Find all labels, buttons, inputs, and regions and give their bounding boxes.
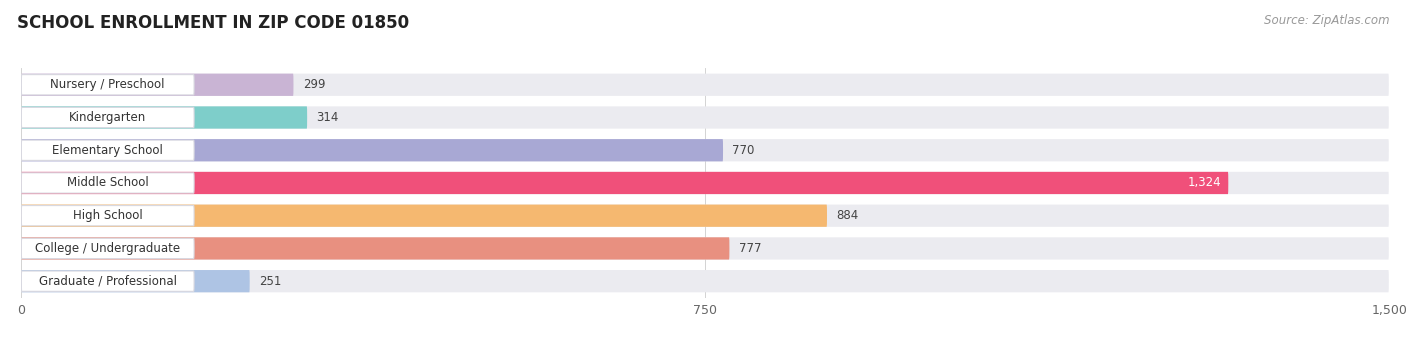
FancyBboxPatch shape	[21, 238, 194, 259]
Text: 251: 251	[259, 275, 281, 288]
Text: High School: High School	[73, 209, 142, 222]
Text: Elementary School: Elementary School	[52, 144, 163, 157]
FancyBboxPatch shape	[21, 206, 194, 226]
Text: 770: 770	[733, 144, 755, 157]
FancyBboxPatch shape	[21, 173, 194, 193]
Text: College / Undergraduate: College / Undergraduate	[35, 242, 180, 255]
Text: Source: ZipAtlas.com: Source: ZipAtlas.com	[1264, 14, 1389, 27]
FancyBboxPatch shape	[21, 172, 1229, 194]
FancyBboxPatch shape	[21, 205, 1389, 227]
Text: Middle School: Middle School	[67, 176, 149, 189]
Text: 299: 299	[302, 78, 325, 91]
FancyBboxPatch shape	[21, 237, 1389, 260]
FancyBboxPatch shape	[21, 107, 194, 128]
FancyBboxPatch shape	[21, 139, 1389, 161]
FancyBboxPatch shape	[21, 237, 730, 260]
Text: SCHOOL ENROLLMENT IN ZIP CODE 01850: SCHOOL ENROLLMENT IN ZIP CODE 01850	[17, 14, 409, 32]
Text: Kindergarten: Kindergarten	[69, 111, 146, 124]
FancyBboxPatch shape	[21, 270, 1389, 292]
Text: 884: 884	[837, 209, 859, 222]
FancyBboxPatch shape	[21, 172, 1389, 194]
FancyBboxPatch shape	[21, 139, 723, 161]
FancyBboxPatch shape	[21, 74, 1389, 96]
FancyBboxPatch shape	[21, 106, 1389, 129]
Text: Nursery / Preschool: Nursery / Preschool	[51, 78, 165, 91]
Text: 777: 777	[740, 242, 762, 255]
FancyBboxPatch shape	[21, 270, 250, 292]
Text: 1,324: 1,324	[1188, 176, 1222, 189]
FancyBboxPatch shape	[21, 205, 827, 227]
FancyBboxPatch shape	[21, 75, 194, 95]
Text: Graduate / Professional: Graduate / Professional	[39, 275, 177, 288]
FancyBboxPatch shape	[21, 140, 194, 160]
FancyBboxPatch shape	[21, 271, 194, 291]
FancyBboxPatch shape	[21, 74, 294, 96]
FancyBboxPatch shape	[21, 106, 307, 129]
Text: 314: 314	[316, 111, 339, 124]
